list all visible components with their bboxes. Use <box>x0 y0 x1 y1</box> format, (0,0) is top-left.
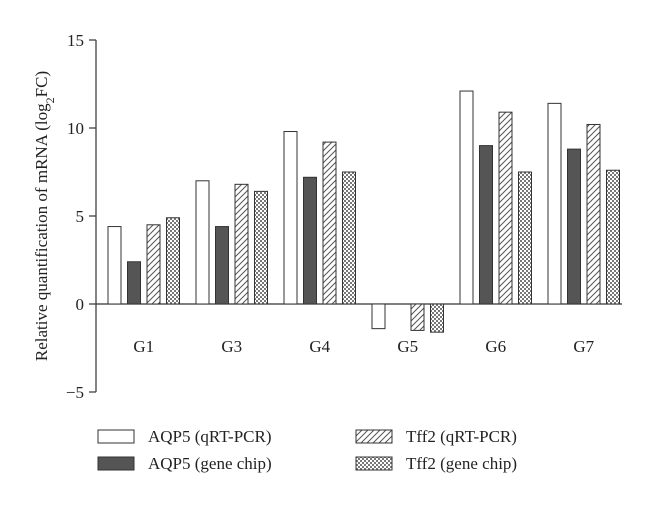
legend-swatch <box>97 429 135 444</box>
legend-label: AQP5 (gene chip) <box>148 454 272 473</box>
legend: AQP5 (qRT-PCR) AQP5 (gene chip) Tff2 (qRT-… <box>97 427 517 473</box>
y-axis-title: Relative quantification of mRNA (log2FC) <box>32 71 57 361</box>
legend-item: Tff2 (qRT-PCR) <box>355 427 517 446</box>
bar <box>283 131 298 305</box>
bar <box>107 226 122 305</box>
bar <box>234 183 249 305</box>
bar <box>498 111 513 305</box>
bar <box>215 226 229 305</box>
bar <box>547 102 562 305</box>
bar <box>166 217 180 305</box>
bar <box>371 303 386 330</box>
bar <box>606 169 620 305</box>
bar <box>567 148 581 305</box>
bar <box>459 90 474 305</box>
legend-swatch <box>97 456 135 471</box>
bar <box>127 261 141 305</box>
x-category-label: G1 <box>133 337 154 356</box>
legend-item: Tff2 (gene chip) <box>355 454 517 473</box>
legend-item: AQP5 (qRT-PCR) <box>97 427 272 446</box>
y-tick-label: 0 <box>76 295 85 314</box>
bar <box>410 303 425 331</box>
bar <box>518 171 532 305</box>
legend-swatch <box>355 456 393 471</box>
legend-label: Tff2 (gene chip) <box>406 454 517 473</box>
bar <box>195 180 210 305</box>
legend-label: AQP5 (qRT-PCR) <box>148 427 272 446</box>
y-axis: 15 10 5 0 −5 <box>66 31 97 402</box>
x-category-label: G3 <box>221 337 242 356</box>
bar <box>430 303 444 333</box>
y-tick-label: 15 <box>67 31 84 50</box>
legend-item: AQP5 (gene chip) <box>97 454 272 473</box>
x-category-label: G6 <box>485 337 506 356</box>
y-tick-label: 10 <box>67 119 84 138</box>
bar <box>254 190 268 305</box>
y-tick-label: 5 <box>76 207 85 226</box>
bar <box>342 171 356 305</box>
x-category-label: G7 <box>573 337 594 356</box>
bar <box>146 224 161 305</box>
bar <box>322 141 337 305</box>
bar <box>479 145 493 305</box>
plot-area: G1 G3 G4 G5 G6 G7 <box>96 90 622 356</box>
x-category-label: G4 <box>309 337 330 356</box>
bar <box>303 176 317 305</box>
bar <box>586 123 601 305</box>
y-tick-label: −5 <box>66 383 84 402</box>
legend-swatch <box>355 429 393 444</box>
x-category-label: G5 <box>397 337 418 356</box>
legend-label: Tff2 (qRT-PCR) <box>406 427 517 446</box>
